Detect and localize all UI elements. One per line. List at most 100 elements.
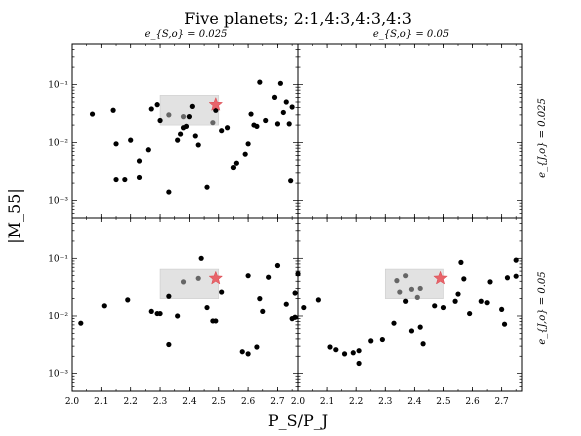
x-tick-label: 2.4 xyxy=(182,397,197,407)
data-point xyxy=(245,351,251,357)
x-tick-label: 2.3 xyxy=(378,397,393,407)
data-point xyxy=(286,121,292,127)
data-point-gray xyxy=(166,112,172,118)
data-point xyxy=(219,289,225,295)
x-tick-label: 2.7 xyxy=(270,397,285,407)
data-point xyxy=(403,298,409,304)
x-tick-label: 2.1 xyxy=(320,397,334,407)
data-point-gray xyxy=(195,275,201,281)
row-title-top: e_{J,o} = 0.025 xyxy=(537,98,548,178)
star-marker xyxy=(208,96,224,111)
data-point xyxy=(277,80,283,86)
data-point xyxy=(341,351,348,357)
data-point xyxy=(245,141,251,147)
panel-bottom-left: 2.0 2.1 2.2 2.3 2.4 2.5 2.6 2.7 10⁻³ 10⁻² 10⁻¹ xyxy=(48,217,299,407)
data-point xyxy=(467,310,473,317)
data-point-gray xyxy=(408,286,415,292)
data-point xyxy=(213,318,219,324)
data-point xyxy=(101,303,107,309)
data-point xyxy=(408,328,415,334)
y-axis-label: |M_55| xyxy=(5,188,24,244)
chart-title: Five planets; 2:1,4:3,4:3,4:3 xyxy=(184,9,412,28)
data-point xyxy=(356,348,362,354)
shaded-region xyxy=(384,268,444,299)
data-point xyxy=(198,255,204,261)
data-point xyxy=(274,262,281,269)
data-point xyxy=(136,158,143,164)
star-marker xyxy=(208,270,224,285)
data-point xyxy=(501,321,508,327)
data-point xyxy=(440,304,447,311)
x-tick-label: 2.7 xyxy=(494,397,509,407)
data-point-gray xyxy=(417,285,423,292)
data-point xyxy=(487,279,493,285)
panels-group: 10⁻³ 10⁻² 10⁻¹ 2.0 2.1 2.2 2.3 2.4 2.5 2.6 2.7 10⁻³… xyxy=(48,43,523,407)
star-marker xyxy=(433,270,448,285)
data-point xyxy=(455,291,461,297)
data-point xyxy=(458,259,464,265)
col-title-right: e_{S,o} = 0.05 xyxy=(373,29,449,40)
x-tick-label: 2.5 xyxy=(212,397,227,407)
x-tick-label: 2.0 xyxy=(291,397,306,407)
data-point xyxy=(89,111,96,117)
data-point xyxy=(288,178,294,184)
data-point xyxy=(283,99,289,105)
data-point-gray xyxy=(394,278,400,284)
shaded-region xyxy=(159,95,220,126)
data-point xyxy=(263,117,269,124)
data-point xyxy=(301,304,307,311)
data-point xyxy=(157,310,163,317)
data-point xyxy=(266,274,272,280)
data-point xyxy=(452,298,458,304)
data-point xyxy=(333,347,339,353)
data-point xyxy=(110,107,116,113)
data-point xyxy=(283,301,289,307)
data-point xyxy=(461,276,467,282)
data-point-gray xyxy=(397,289,403,295)
panel-frame xyxy=(297,217,523,392)
data-point-gray xyxy=(180,279,187,285)
data-point xyxy=(136,174,143,181)
x-tick-label: 2.5 xyxy=(436,397,451,407)
data-point xyxy=(391,320,397,326)
data-point xyxy=(257,296,263,302)
y-tick-label: 10⁻¹ xyxy=(48,81,68,91)
y-tick-label: 10⁻² xyxy=(48,139,68,149)
data-point xyxy=(242,151,248,157)
data-point xyxy=(260,308,266,315)
x-tick-label: 2.3 xyxy=(153,397,168,407)
shaded-region xyxy=(159,268,220,299)
data-point xyxy=(192,133,198,139)
data-point xyxy=(125,297,131,303)
row-title-bottom: e_{J,o} = 0.05 xyxy=(537,271,548,344)
data-point xyxy=(248,111,254,117)
data-point xyxy=(177,131,184,137)
panel-top-right xyxy=(297,43,523,219)
data-point xyxy=(292,314,298,320)
data-point xyxy=(280,109,286,116)
data-point xyxy=(145,147,151,153)
data-point xyxy=(166,341,172,348)
x-tick-label: 2.0 xyxy=(65,397,80,407)
x-tick-label: 2.4 xyxy=(407,397,422,407)
data-point xyxy=(295,271,301,277)
x-tick-label: 2.6 xyxy=(465,397,480,407)
data-point xyxy=(113,176,119,183)
y-tick-label: 10⁻³ xyxy=(48,197,68,207)
data-point xyxy=(327,344,333,350)
data-point-gray xyxy=(210,120,216,126)
data-point xyxy=(420,341,426,347)
data-point-gray xyxy=(403,273,409,279)
y-tick-label: 10⁻² xyxy=(48,312,68,322)
y-tick-label: 10⁻¹ xyxy=(48,254,68,264)
data-point xyxy=(183,123,190,129)
data-point xyxy=(356,360,362,367)
data-point xyxy=(195,142,201,148)
panel-frame xyxy=(71,43,299,219)
data-point xyxy=(230,164,237,171)
data-point xyxy=(274,121,281,127)
data-point xyxy=(257,79,263,85)
data-point xyxy=(504,275,511,281)
data-point xyxy=(315,297,321,303)
